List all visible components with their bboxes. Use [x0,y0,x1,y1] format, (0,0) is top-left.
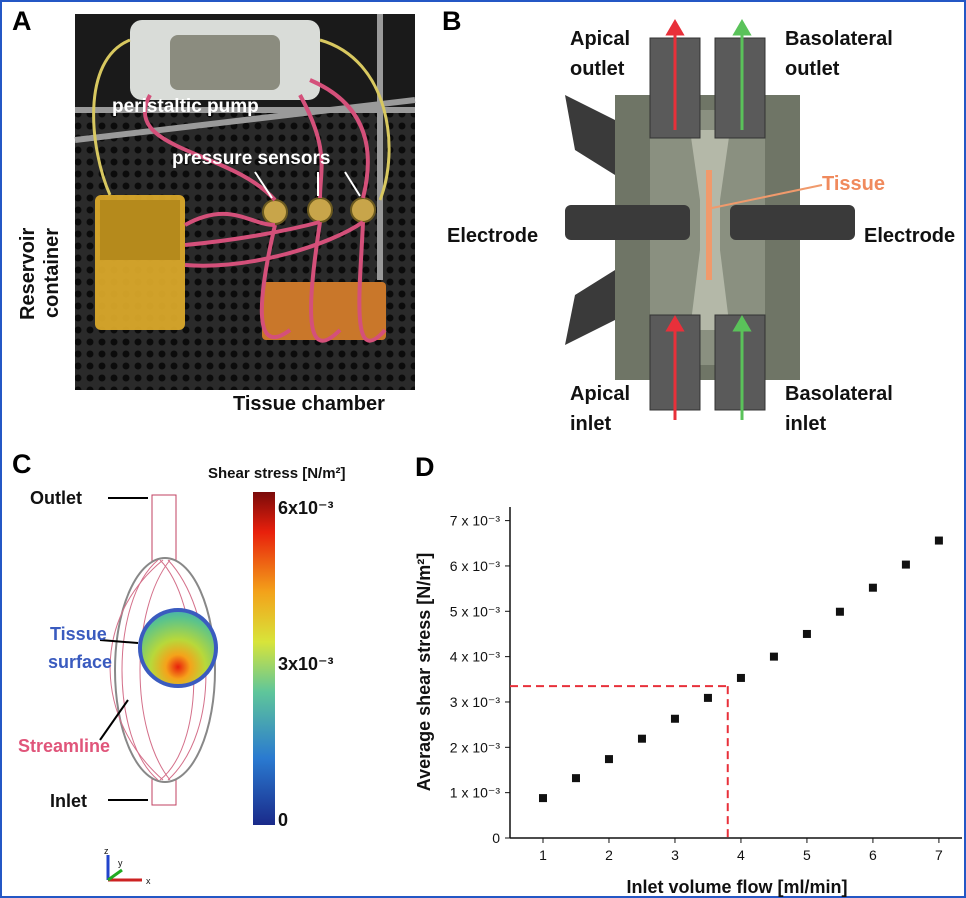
x-tick-label: 7 [935,847,943,863]
label: Tissue [50,624,107,644]
label: Inlet [50,791,87,811]
label: Tissue chamber [233,393,385,415]
point [638,735,646,743]
x-tick-label: 4 [737,847,745,863]
point [869,584,877,592]
label: Basolateral [785,383,893,405]
panel-label: A [12,6,32,36]
label: container [41,228,63,318]
y-tick-label: 3 x 10⁻³ [450,694,501,710]
label: pressure sensors [172,148,330,169]
photo [75,14,415,390]
y-tick-label: 6 x 10⁻³ [450,558,501,574]
point [605,755,613,763]
colorbar-label: 3x10⁻³ [278,654,334,674]
x-tick-label: 6 [869,847,877,863]
label: peristaltic pump [112,96,259,117]
point [704,694,712,702]
point [572,774,580,782]
label: Basolateral [785,28,893,50]
label: Apical [570,28,630,50]
y-tick-label: 5 x 10⁻³ [450,603,501,619]
simulation [100,492,275,880]
axis-letter: z [104,846,109,856]
panel-label: B [442,6,462,36]
panel-label: C [12,449,32,479]
y-tick-label: 0 [492,830,500,846]
label: surface [48,652,112,672]
point [671,715,679,723]
label: inlet [570,413,611,435]
label: Electrode [864,225,955,247]
point [803,630,811,638]
point [935,537,943,545]
y-tick-label: 1 x 10⁻³ [450,785,501,801]
y-tick-label: 4 x 10⁻³ [450,649,501,665]
x-tick-label: 2 [605,847,613,863]
label: Electrode [447,225,538,247]
point [836,608,844,616]
axis-letter: x [146,876,151,886]
label: Streamline [18,736,110,756]
point [539,794,547,802]
label: inlet [785,413,826,435]
colorbar-title: Shear stress [N/m²] [208,465,346,482]
label: Outlet [30,488,82,508]
colorbar-label: 0 [278,810,288,830]
colorbar-label: 6x10⁻³ [278,498,334,518]
point [770,653,778,661]
x-tick-label: 3 [671,847,679,863]
x-tick-label: 1 [539,847,547,863]
y-axis-label: Average shear stress [N/m²] [414,553,434,791]
label: outlet [785,58,840,80]
y-tick-label: 7 x 10⁻³ [450,513,501,529]
label: outlet [570,58,625,80]
device-diagram [565,22,855,420]
point [902,561,910,569]
figure: A peristaltic pump pressure sensors Rese… [0,0,966,898]
axis-letter: y [118,858,123,868]
y-tick-label: 2 x 10⁻³ [450,739,501,755]
panel-label: D [415,452,435,482]
point [737,674,745,682]
x-tick-label: 5 [803,847,811,863]
label: Reservoir [17,228,39,320]
label: Tissue [822,173,885,195]
x-axis-label: Inlet volume flow [ml/min] [626,877,847,897]
label: Apical [570,383,630,405]
